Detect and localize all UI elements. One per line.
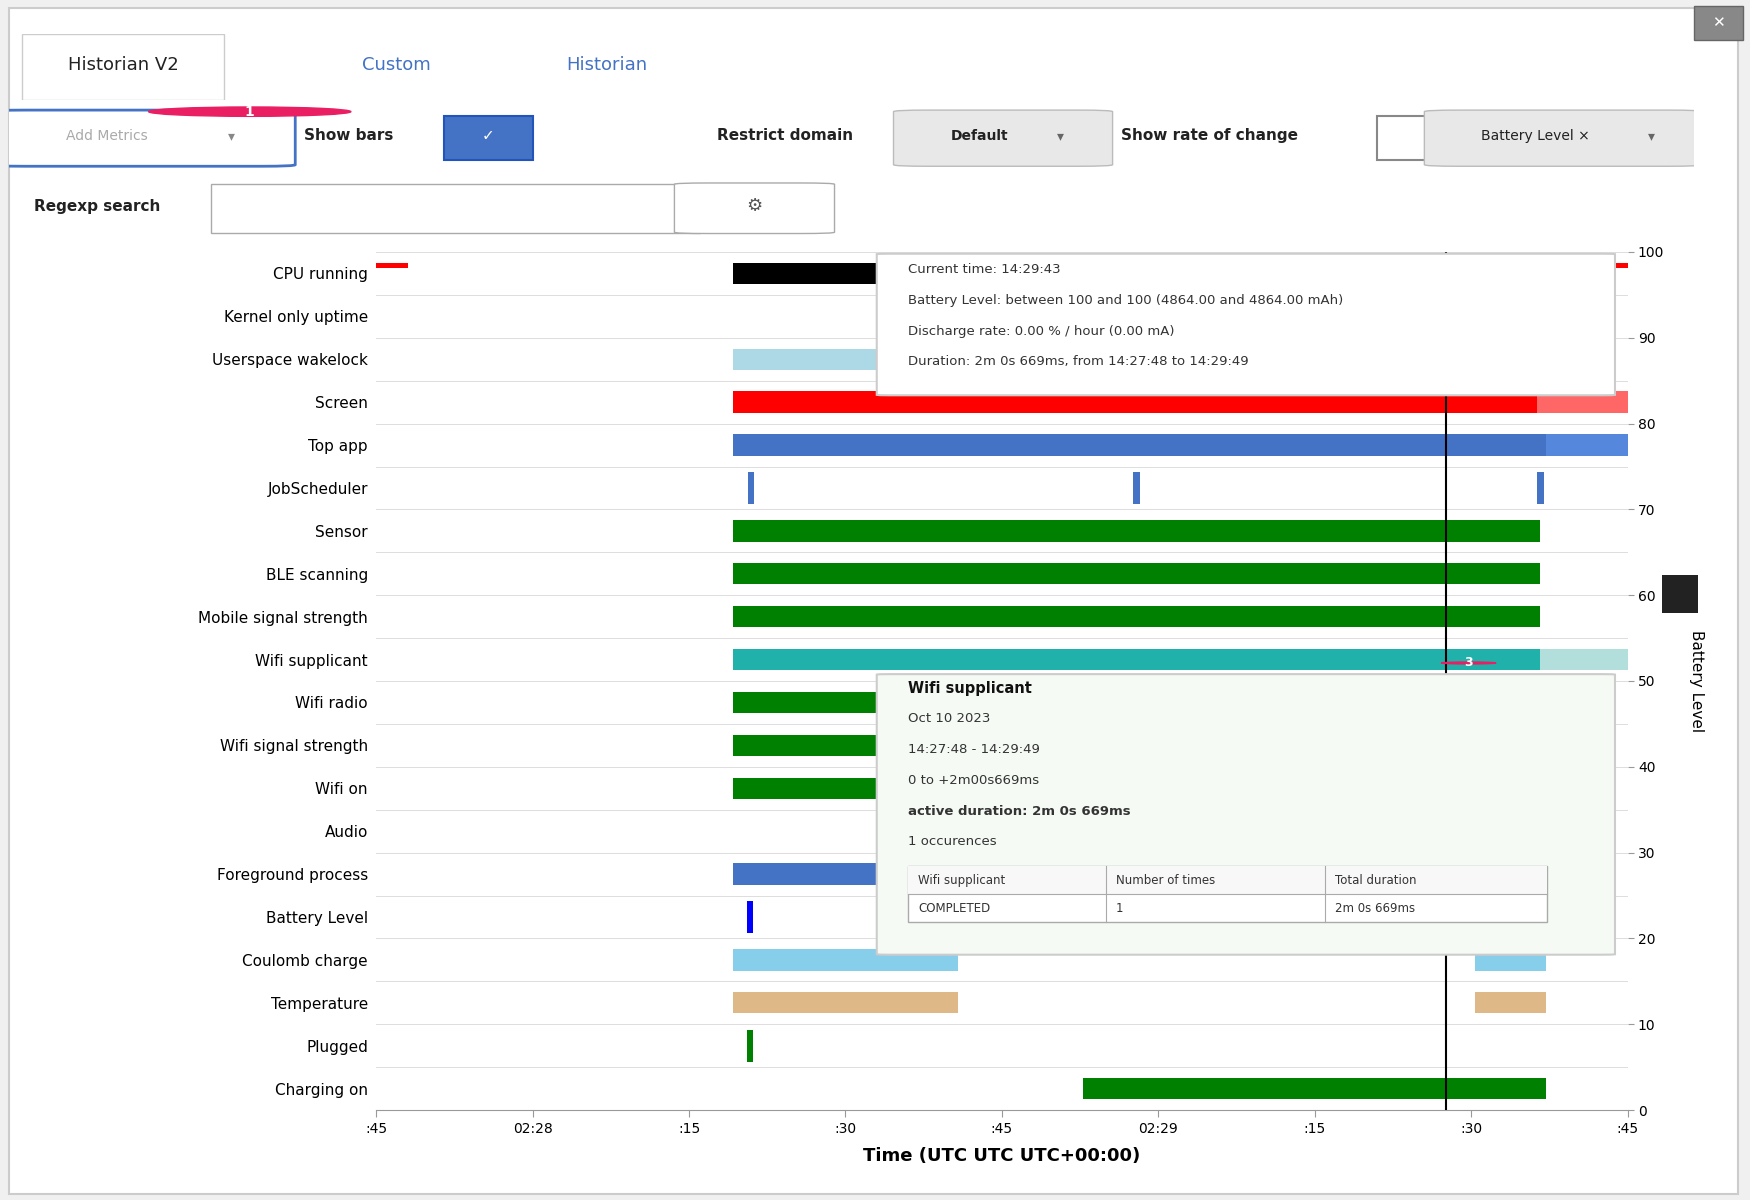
Bar — [733, 391, 1538, 413]
Bar — [733, 263, 957, 284]
Text: Restrict domain: Restrict domain — [716, 128, 852, 143]
FancyBboxPatch shape — [212, 184, 700, 233]
Text: Discharge rate: 0.00 % / hour (0.00 mA): Discharge rate: 0.00 % / hour (0.00 mA) — [908, 324, 1174, 337]
Y-axis label: Battery Level: Battery Level — [1689, 630, 1704, 732]
Bar — [733, 992, 957, 1014]
Text: Default: Default — [950, 128, 1008, 143]
Bar — [1521, 263, 1628, 269]
Text: COMPLETED: COMPLETED — [919, 901, 990, 914]
Bar — [908, 866, 1547, 922]
Text: 0 to +2m00s669ms: 0 to +2m00s669ms — [908, 774, 1040, 787]
Text: 1: 1 — [245, 104, 254, 119]
Text: Custom: Custom — [362, 56, 430, 74]
Text: Regexp search: Regexp search — [33, 199, 161, 214]
Bar — [747, 472, 754, 504]
Bar — [1477, 348, 1547, 370]
Bar — [908, 866, 1547, 894]
FancyBboxPatch shape — [9, 8, 1738, 1194]
Text: Wifi supplicant: Wifi supplicant — [908, 680, 1032, 696]
Text: Battery Level ×: Battery Level × — [1480, 128, 1591, 143]
Text: active duration: 2m 0s 669ms: active duration: 2m 0s 669ms — [908, 804, 1130, 817]
Bar — [1475, 863, 1547, 884]
Text: Historian V2: Historian V2 — [68, 56, 178, 74]
Text: 2m 0s 669ms: 2m 0s 669ms — [1335, 901, 1414, 914]
FancyBboxPatch shape — [0, 110, 296, 167]
Text: 14:27:48 - 14:29:49: 14:27:48 - 14:29:49 — [908, 743, 1040, 756]
Bar — [1540, 649, 1628, 671]
Text: Historian: Historian — [567, 56, 648, 74]
Text: Wifi supplicant: Wifi supplicant — [919, 874, 1004, 887]
FancyBboxPatch shape — [1424, 110, 1703, 167]
Bar — [1538, 472, 1544, 504]
FancyBboxPatch shape — [894, 110, 1113, 167]
Circle shape — [145, 313, 206, 316]
Text: 2: 2 — [172, 307, 180, 320]
Text: Battery Level: between 100 and 100 (4864.00 and 4864.00 mAh): Battery Level: between 100 and 100 (4864… — [908, 294, 1344, 307]
FancyBboxPatch shape — [877, 674, 1615, 955]
Bar — [1662, 575, 1698, 613]
Text: Current time: 14:29:43: Current time: 14:29:43 — [908, 263, 1060, 276]
Text: Show rate of change: Show rate of change — [1122, 128, 1298, 143]
Text: Show bars: Show bars — [304, 128, 394, 143]
FancyBboxPatch shape — [1694, 6, 1743, 40]
Text: 1 occurences: 1 occurences — [908, 835, 997, 848]
Bar — [733, 778, 957, 799]
Circle shape — [1440, 662, 1496, 664]
Text: ✕: ✕ — [1712, 16, 1726, 30]
Bar — [1538, 391, 1628, 413]
Text: ▾: ▾ — [1648, 128, 1656, 143]
Text: ▾: ▾ — [228, 128, 234, 143]
Bar — [733, 348, 957, 370]
Bar — [1547, 434, 1628, 456]
Bar — [733, 563, 1540, 584]
Bar — [733, 606, 1540, 628]
Bar — [376, 263, 408, 269]
Bar — [1475, 949, 1547, 971]
Bar — [733, 734, 957, 756]
Text: Number of times: Number of times — [1116, 874, 1214, 887]
Text: ⚙: ⚙ — [747, 197, 763, 215]
Text: Add Metrics: Add Metrics — [65, 128, 147, 143]
Bar — [733, 434, 1547, 456]
Text: ✓: ✓ — [481, 128, 495, 143]
Bar — [1475, 992, 1547, 1014]
Text: 3: 3 — [1465, 656, 1474, 670]
Bar — [1083, 1078, 1547, 1099]
Text: ▾: ▾ — [1057, 128, 1064, 143]
FancyBboxPatch shape — [877, 253, 1615, 395]
Bar — [733, 520, 1540, 541]
Circle shape — [149, 107, 350, 116]
Bar — [733, 649, 1540, 671]
FancyBboxPatch shape — [23, 34, 224, 100]
Text: Oct 10 2023: Oct 10 2023 — [908, 712, 990, 725]
Bar — [747, 901, 752, 934]
FancyBboxPatch shape — [443, 115, 532, 160]
FancyBboxPatch shape — [674, 182, 835, 234]
Text: Duration: 2m 0s 669ms, from 14:27:48 to 14:29:49: Duration: 2m 0s 669ms, from 14:27:48 to … — [908, 355, 1250, 368]
X-axis label: Time (UTC UTC UTC+00:00): Time (UTC UTC UTC+00:00) — [863, 1147, 1141, 1165]
Bar — [733, 691, 957, 713]
Bar — [1134, 472, 1139, 504]
Bar — [747, 1030, 752, 1062]
Bar — [733, 863, 957, 884]
FancyBboxPatch shape — [1377, 115, 1458, 160]
Text: Total duration: Total duration — [1335, 874, 1416, 887]
Text: 1: 1 — [1116, 901, 1124, 914]
Bar — [733, 949, 957, 971]
